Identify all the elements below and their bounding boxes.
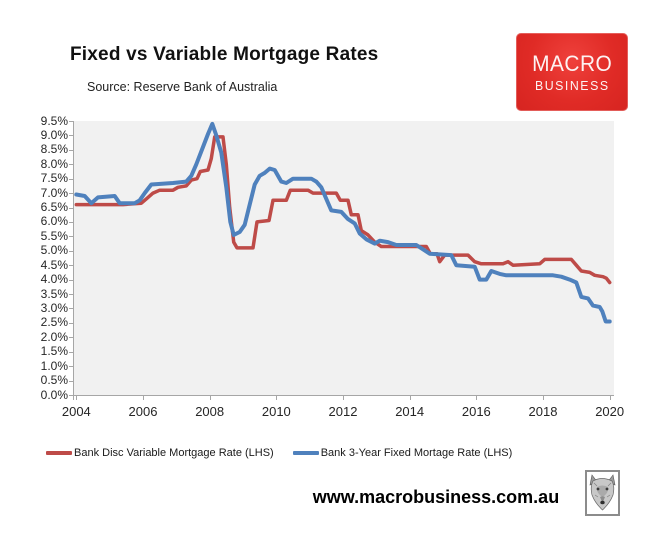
y-tick-mark bbox=[69, 380, 73, 382]
y-tick-label: 2.0% bbox=[40, 329, 68, 344]
x-tick-mark bbox=[476, 396, 478, 400]
y-tick-mark bbox=[69, 308, 73, 310]
y-tick-mark bbox=[69, 351, 73, 353]
y-tick-label: 9.0% bbox=[40, 127, 68, 142]
legend-swatch-variable-line bbox=[46, 451, 72, 455]
legend-swatch-fixed-line bbox=[292, 451, 319, 455]
x-tick-label: 2020 bbox=[595, 404, 625, 419]
x-tick-label: 2004 bbox=[61, 404, 91, 419]
x-tick-label: 2018 bbox=[528, 404, 558, 419]
series-line bbox=[74, 121, 612, 324]
x-tick-label: 2006 bbox=[128, 404, 158, 419]
y-tick-mark bbox=[69, 221, 73, 223]
y-tick-mark bbox=[69, 294, 73, 296]
x-tick-label: 2012 bbox=[328, 404, 358, 419]
legend-item-fixed: Bank 3-Year Fixed Mortage Rate (LHS) bbox=[292, 447, 513, 459]
plot-area bbox=[73, 121, 614, 396]
y-tick-mark bbox=[69, 250, 73, 252]
x-tick-mark bbox=[76, 396, 78, 400]
x-tick-mark bbox=[543, 396, 544, 400]
x-tick-label: 2016 bbox=[461, 404, 491, 419]
y-tick-label: 2.5% bbox=[40, 315, 68, 330]
legend: Bank Disc Variable Mortgage Rate (LHS) B… bbox=[46, 447, 606, 459]
logo-text-business: BUSINESS bbox=[534, 77, 610, 93]
legend-label-variable: Bank Disc Variable Mortgage Rate (LHS) bbox=[74, 447, 274, 459]
page-title: Fixed vs Variable Mortgage Rates bbox=[70, 44, 379, 65]
website-url: www.macrobusiness.com.au bbox=[312, 487, 560, 507]
y-tick-label: 1.0% bbox=[40, 358, 68, 373]
plot-svg bbox=[74, 121, 612, 324]
wolf-logo bbox=[585, 470, 620, 516]
y-tick-label: 7.5% bbox=[40, 171, 68, 186]
y-tick-mark bbox=[69, 279, 73, 281]
y-tick-label: 4.0% bbox=[40, 272, 68, 287]
y-tick-label: 5.0% bbox=[40, 243, 68, 258]
y-tick-label: 4.5% bbox=[40, 257, 68, 272]
y-tick-mark bbox=[69, 149, 73, 151]
y-tick-label: 7.0% bbox=[40, 185, 68, 200]
y-tick-mark bbox=[69, 322, 73, 324]
y-tick-mark bbox=[69, 207, 73, 209]
y-tick-label: 5.5% bbox=[40, 228, 68, 243]
y-tick-label: 1.5% bbox=[40, 344, 68, 359]
y-tick-mark bbox=[69, 164, 73, 166]
x-tick-label: 2010 bbox=[261, 404, 291, 419]
source-caption: Source: Reserve Bank of Australia bbox=[87, 80, 278, 94]
y-tick-label: 8.5% bbox=[40, 142, 68, 157]
x-tick-mark bbox=[143, 396, 144, 400]
x-tick-mark bbox=[73, 396, 74, 400]
wolf-head-icon bbox=[589, 474, 616, 511]
x-tick-mark bbox=[276, 396, 278, 400]
x-tick-mark bbox=[409, 396, 411, 400]
y-tick-mark bbox=[69, 135, 73, 137]
y-tick-mark bbox=[69, 236, 73, 238]
macrobusiness-logo: MACRO BUSINESS bbox=[516, 33, 628, 111]
legend-label-fixed: Bank 3-Year Fixed Mortage Rate (LHS) bbox=[320, 447, 513, 459]
y-tick-label: 8.0% bbox=[40, 156, 68, 171]
y-tick-mark bbox=[69, 121, 73, 122]
y-tick-label: 3.0% bbox=[40, 300, 68, 315]
series-line bbox=[74, 135, 612, 285]
legend-item-variable: Bank Disc Variable Mortgage Rate (LHS) bbox=[46, 447, 274, 459]
x-tick-label: 2014 bbox=[395, 404, 425, 419]
y-tick-mark bbox=[69, 178, 73, 180]
y-tick-mark bbox=[69, 395, 73, 396]
y-tick-mark bbox=[69, 265, 73, 267]
y-tick-mark bbox=[69, 193, 73, 195]
y-tick-label: 3.5% bbox=[40, 286, 68, 301]
logo-text-macro: MACRO bbox=[531, 50, 613, 76]
y-tick-label: 0.5% bbox=[40, 373, 68, 388]
x-tick-mark bbox=[343, 396, 344, 400]
x-tick-mark bbox=[209, 396, 211, 400]
y-tick-label: 0.0% bbox=[40, 387, 68, 402]
x-tick-mark bbox=[609, 396, 611, 400]
y-tick-label: 9.5% bbox=[40, 113, 68, 128]
y-tick-mark bbox=[69, 337, 73, 339]
y-tick-label: 6.5% bbox=[40, 200, 68, 215]
y-tick-label: 6.0% bbox=[40, 214, 68, 229]
y-tick-mark bbox=[69, 366, 73, 368]
x-tick-label: 2008 bbox=[195, 404, 225, 419]
